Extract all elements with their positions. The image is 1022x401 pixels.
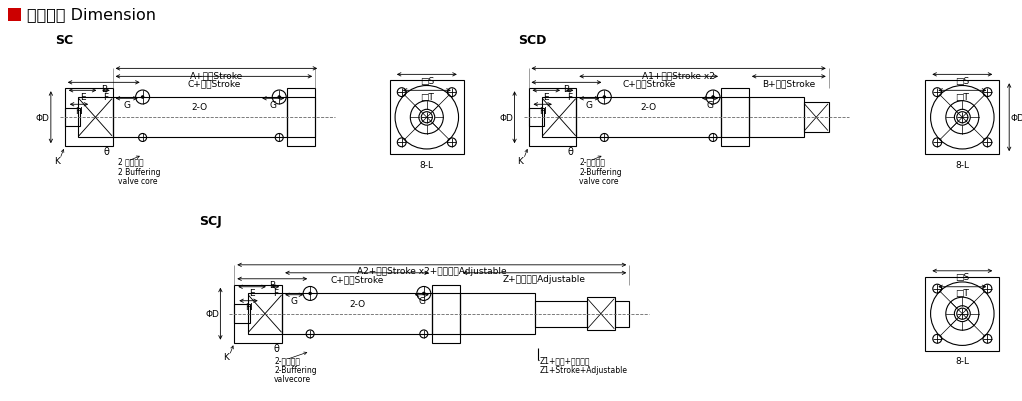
- Text: θ: θ: [104, 147, 109, 157]
- Bar: [432, 294, 460, 334]
- Text: G: G: [586, 101, 593, 109]
- Text: 2-Buffering: 2-Buffering: [274, 365, 317, 374]
- Text: A2+行程Stroke x2+可调行程Adjustable: A2+行程Stroke x2+可调行程Adjustable: [357, 267, 507, 275]
- Text: 2-缓冲阀芯: 2-缓冲阀芯: [579, 157, 605, 166]
- Text: Z1+行程+可调行程: Z1+行程+可调行程: [540, 355, 590, 364]
- Bar: [721, 98, 749, 138]
- Text: F: F: [567, 93, 572, 101]
- Bar: [432, 285, 460, 343]
- Text: θ: θ: [273, 343, 279, 353]
- Text: C+行程Stroke: C+行程Stroke: [622, 79, 676, 87]
- Text: 外型尺寸 Dimension: 外型尺寸 Dimension: [27, 7, 156, 22]
- Text: ΦD: ΦD: [36, 113, 50, 122]
- Text: □S: □S: [956, 77, 970, 86]
- Text: H: H: [76, 107, 83, 115]
- Bar: [587, 297, 615, 331]
- Bar: [112, 98, 287, 138]
- Text: Z+可调行程Adjustable: Z+可调行程Adjustable: [503, 275, 586, 284]
- Bar: [287, 98, 315, 138]
- Text: □S: □S: [956, 273, 970, 282]
- Bar: [390, 81, 464, 155]
- Bar: [282, 294, 432, 334]
- Bar: [749, 98, 803, 138]
- Text: valvecore: valvecore: [274, 374, 312, 383]
- Text: 2 缓冲阀芯: 2 缓冲阀芯: [118, 157, 143, 166]
- Circle shape: [711, 97, 714, 99]
- Bar: [460, 294, 535, 334]
- Text: G: G: [418, 296, 425, 306]
- Text: G: G: [706, 101, 713, 109]
- Text: SCJ: SCJ: [199, 215, 222, 228]
- Text: θ: θ: [567, 147, 573, 157]
- Circle shape: [141, 97, 144, 99]
- Text: A1+行程Stroke x2: A1+行程Stroke x2: [642, 71, 715, 80]
- Text: □T: □T: [420, 93, 433, 101]
- Text: B+行程Stroke: B+行程Stroke: [762, 79, 816, 87]
- Text: K: K: [54, 156, 59, 165]
- Text: G: G: [290, 296, 297, 306]
- Text: E: E: [249, 289, 254, 298]
- Circle shape: [603, 97, 605, 99]
- Text: 8-L: 8-L: [956, 356, 969, 365]
- Bar: [287, 89, 315, 147]
- Text: H: H: [540, 107, 546, 115]
- Bar: [64, 109, 80, 127]
- Text: E: E: [544, 93, 549, 101]
- Bar: [528, 109, 544, 127]
- Text: A+行程Stroke: A+行程Stroke: [190, 71, 243, 80]
- Text: C+行程Stroke: C+行程Stroke: [187, 79, 240, 87]
- Text: SC: SC: [55, 34, 73, 47]
- Text: Z1+Stroke+Adjustable: Z1+Stroke+Adjustable: [540, 365, 628, 374]
- Circle shape: [278, 97, 280, 99]
- Text: G: G: [270, 101, 277, 109]
- Bar: [721, 89, 749, 147]
- Bar: [576, 98, 721, 138]
- Text: 8-L: 8-L: [420, 160, 433, 169]
- Text: ΦD: ΦD: [205, 310, 220, 318]
- Bar: [925, 81, 1000, 155]
- Text: 2-Buffering: 2-Buffering: [579, 167, 622, 176]
- Bar: [925, 277, 1000, 351]
- Bar: [234, 305, 249, 323]
- Bar: [535, 301, 587, 327]
- Text: 2-缓冲阀芯: 2-缓冲阀芯: [274, 355, 300, 364]
- Text: 2-O: 2-O: [640, 103, 656, 112]
- Text: SCD: SCD: [518, 34, 547, 47]
- Bar: [8, 8, 20, 21]
- Bar: [64, 89, 112, 147]
- Text: F: F: [273, 289, 278, 298]
- Text: ΦD: ΦD: [500, 113, 513, 122]
- Bar: [803, 103, 829, 133]
- Bar: [615, 301, 630, 327]
- Text: 2-O: 2-O: [349, 299, 365, 308]
- Text: □T: □T: [956, 289, 969, 298]
- Bar: [234, 285, 282, 343]
- Text: H: H: [245, 302, 251, 312]
- Text: 2-O: 2-O: [191, 103, 207, 112]
- Bar: [79, 98, 112, 138]
- Text: □S: □S: [420, 77, 434, 86]
- Text: B: B: [100, 85, 106, 93]
- Text: B: B: [563, 85, 569, 93]
- Circle shape: [309, 292, 312, 295]
- Text: G: G: [123, 101, 130, 109]
- Circle shape: [423, 292, 425, 295]
- Text: valve core: valve core: [579, 176, 619, 185]
- Text: 8-L: 8-L: [956, 160, 969, 169]
- Text: K: K: [224, 352, 229, 361]
- Text: valve core: valve core: [118, 176, 157, 185]
- Text: F: F: [103, 93, 108, 101]
- Text: C+行程Stroke: C+行程Stroke: [330, 275, 383, 284]
- Text: B: B: [269, 281, 275, 290]
- Bar: [528, 89, 576, 147]
- Text: K: K: [517, 156, 523, 165]
- Text: E: E: [80, 93, 86, 101]
- Bar: [542, 98, 576, 138]
- Text: ΦD: ΦD: [1010, 113, 1022, 122]
- Bar: [247, 294, 282, 334]
- Text: 2 Buffering: 2 Buffering: [118, 167, 160, 176]
- Text: □T: □T: [956, 93, 969, 101]
